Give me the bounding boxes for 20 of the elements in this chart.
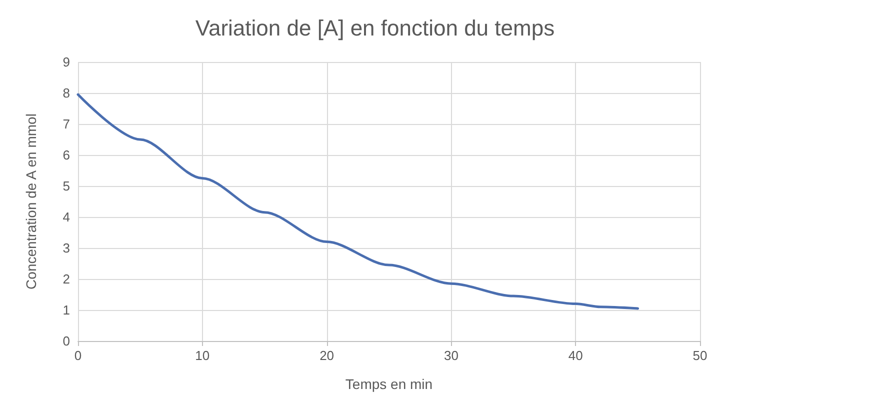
y-tick-label: 9 bbox=[62, 54, 70, 70]
x-axis-title: Temps en min bbox=[345, 376, 433, 392]
x-tick-label: 40 bbox=[568, 348, 583, 363]
y-tick-label: 4 bbox=[62, 210, 70, 224]
x-tick-label: 30 bbox=[444, 348, 458, 363]
y-tick-label: 0 bbox=[62, 334, 70, 348]
y-tick-label: 2 bbox=[62, 272, 70, 286]
y-tick-label: 7 bbox=[62, 116, 70, 132]
y-tick-label: 8 bbox=[62, 86, 70, 100]
x-tick-label: 0 bbox=[74, 348, 82, 363]
y-tick-label: 1 bbox=[62, 302, 70, 318]
chart-title: Variation de [A] en fonction du temps bbox=[195, 16, 555, 40]
y-tick-label: 5 bbox=[62, 178, 70, 194]
x-tick-label: 50 bbox=[692, 348, 708, 363]
line-series bbox=[76, 93, 640, 310]
y-axis-title: Concentration de A en mmol bbox=[23, 114, 39, 290]
y-tick-label: 3 bbox=[62, 240, 70, 256]
x-tick-label: 10 bbox=[195, 348, 210, 363]
y-tick-label: 6 bbox=[62, 148, 70, 162]
x-tick-label: 20 bbox=[320, 348, 334, 363]
